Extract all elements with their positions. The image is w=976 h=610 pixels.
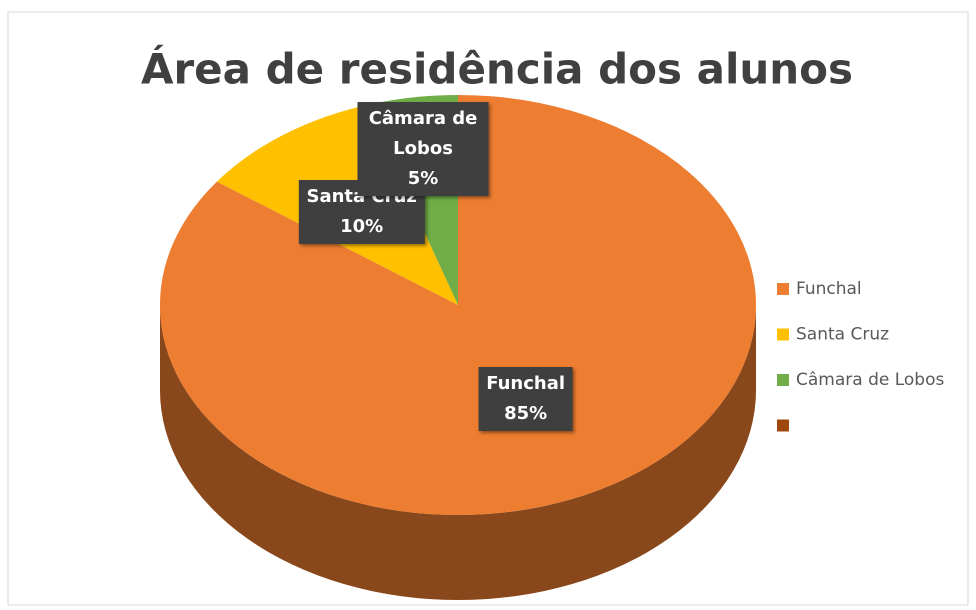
data-label-text: Funchal — [486, 372, 566, 394]
data-label-text: 5% — [407, 168, 439, 190]
legend-label: Santa Cruz — [796, 325, 889, 345]
data-label-text: 85% — [504, 402, 548, 424]
chart-title: Área de residência dos alunos — [141, 44, 853, 94]
pie-side-shade — [160, 305, 756, 600]
legend-label: Câmara de Lobos — [796, 370, 944, 390]
legend-label: Funchal — [796, 279, 862, 299]
data-label-text: Câmara de Lobos — [368, 108, 478, 160]
pie-side — [160, 305, 756, 600]
legend-swatch — [777, 328, 789, 341]
legend-swatch — [777, 374, 789, 386]
data-label-text: 10% — [340, 215, 384, 237]
data-label: Câmara de Lobos 5% — [357, 102, 489, 197]
data-label: Funchal 85% — [478, 366, 574, 431]
pie-slice — [159, 95, 757, 515]
legend-swatch — [777, 283, 789, 295]
legend-swatch — [777, 419, 789, 432]
